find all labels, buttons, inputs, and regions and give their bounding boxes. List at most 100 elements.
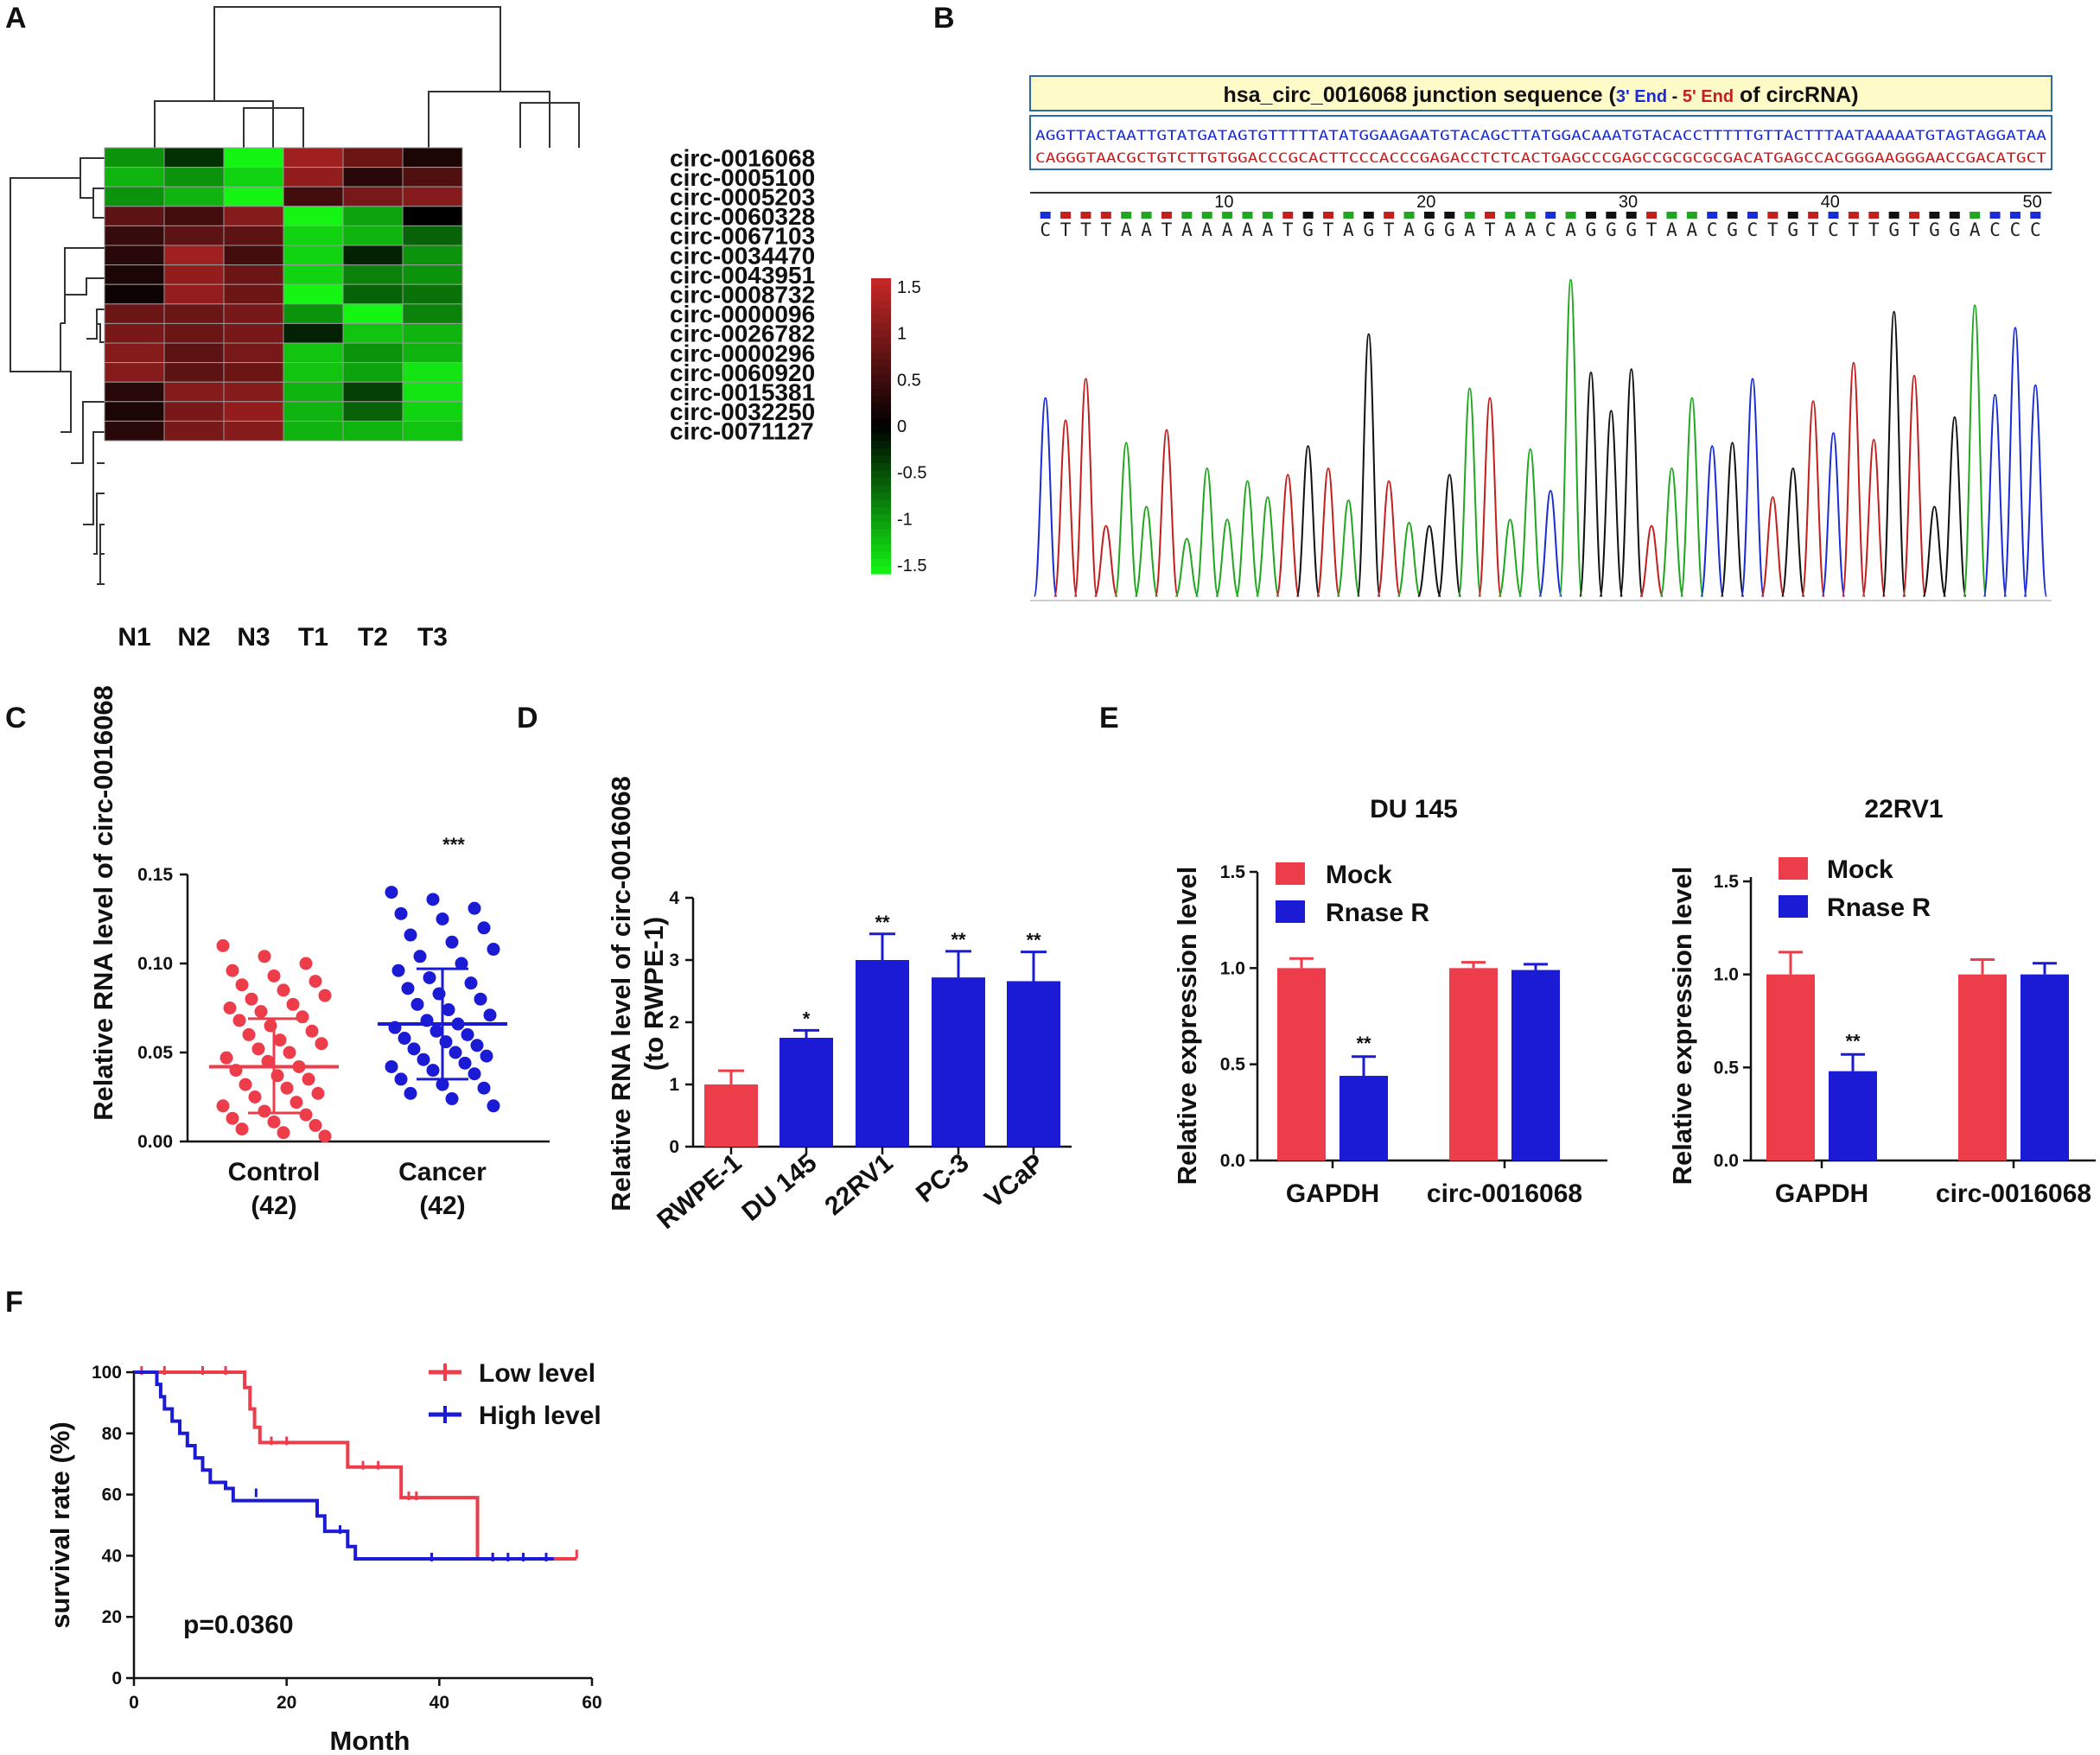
heatmap-cell: [104, 186, 165, 207]
base-call-letter: C: [1989, 219, 2001, 240]
color-scale-segment: [871, 374, 891, 383]
heatmap-cell: [163, 283, 225, 305]
base-call-letter: T: [1868, 219, 1880, 240]
c-data-point: [286, 997, 300, 1011]
heatmap-cell: [223, 420, 284, 442]
base-quality-marker: [1666, 212, 1677, 219]
heatmap-color-scale: 1.5 1 0.5 0 -0.5 -1 -1.5: [871, 278, 926, 575]
base-quality-marker: [1505, 212, 1516, 219]
bar-panel-du145: DU 145 Relative expression level 0.0 0.5 1…: [1172, 795, 1607, 1208]
base-quality-marker: [2030, 212, 2041, 219]
heatmap-cell: [283, 401, 344, 422]
color-scale-tick: -1.5: [897, 556, 926, 575]
trace-peak: [1114, 442, 1139, 597]
heatmap-column-label: T3: [417, 623, 448, 652]
d-bar: [856, 960, 909, 1147]
c-data-point: [248, 1091, 262, 1103]
c-data-point: [458, 1056, 472, 1070]
f-y-axis-label: survival rate (%): [45, 1421, 75, 1629]
c-data-point: [254, 1005, 268, 1019]
heatmap-row-label: circ-0000296: [670, 340, 815, 366]
heatmap-cell: [402, 147, 463, 169]
base-call-letter: T: [1909, 219, 1920, 240]
color-scale-segment: [871, 359, 891, 368]
c-y-axis-label: Relative RNA level of circ-0016068: [88, 685, 118, 1121]
heatmap-cell: [402, 225, 463, 246]
base-call-letter: G: [1626, 219, 1637, 240]
c-group-n-control: (42): [251, 1192, 296, 1220]
heatmap-column-label: N2: [177, 623, 210, 652]
c-data-point: [430, 1024, 443, 1038]
f-y-tick-label: 60: [102, 1485, 122, 1505]
trace-peak: [1073, 378, 1098, 597]
c-data-point: [445, 1092, 459, 1106]
trace-peak: [1134, 506, 1159, 597]
base-call-letter: G: [1586, 219, 1597, 240]
heatmap-cell: [223, 362, 284, 383]
trace-ruler-ticks: 10 20 30 40 50: [1214, 193, 2041, 212]
base-quality-marker: [1040, 212, 1051, 219]
heatmap-cell: [163, 167, 225, 188]
base-call-letter: C: [1040, 219, 1051, 240]
junction-title: hsa_circ_0016068 junction sequence (3' E…: [1223, 83, 1858, 107]
e-bar: [1340, 1076, 1388, 1160]
base-call-letter: T: [1485, 219, 1496, 240]
trace-peak: [1902, 374, 1927, 597]
base-quality-marker: [1626, 212, 1637, 219]
base-call-letter: G: [1949, 219, 1960, 240]
color-scale-segment: [871, 514, 891, 523]
heatmap-cell: [283, 342, 344, 364]
trace-peak: [1377, 480, 1402, 597]
color-scale-segment: [871, 448, 891, 456]
trace-peak: [1457, 387, 1482, 597]
base-quality-marker: [1242, 212, 1253, 219]
trace-peak: [1478, 397, 1503, 597]
panel-label-e: E: [1099, 702, 1119, 734]
e-y-tick-label: 0.0: [1714, 1151, 1739, 1171]
f-survival-curves: [134, 1366, 578, 1561]
base-quality-marker: [1545, 212, 1556, 219]
c-points: [209, 886, 507, 1143]
heatmap-cell: [342, 206, 404, 226]
heatmap-cell: [163, 225, 225, 246]
f-survival-curve: [134, 1370, 554, 1561]
heatmap-cell: [104, 322, 165, 344]
base-quality-marker: [1141, 212, 1152, 219]
base-quality-marker: [1323, 212, 1334, 219]
column-dendrogram: [154, 6, 580, 148]
f-x-tick-label: 40: [430, 1693, 449, 1713]
e1-y-axis-label: Relative expression level: [1172, 867, 1202, 1186]
c-data-point: [226, 963, 239, 977]
heatmap-cell: [402, 167, 463, 188]
d-category-label: VCaP: [979, 1148, 1049, 1214]
base-quality-marker: [1808, 212, 1819, 219]
base-quality-marker: [1606, 212, 1617, 219]
c-data-point: [477, 921, 491, 935]
d-category-label: RWPE-1: [652, 1148, 747, 1235]
junction-title-prefix: hsa_circ_0016068 junction sequence (: [1223, 83, 1616, 107]
d-category-label: DU 145: [736, 1148, 822, 1227]
d-category-label: PC-3: [911, 1148, 975, 1208]
heatmap-cell: [283, 264, 344, 285]
d-category-label: 22RV1: [819, 1148, 898, 1221]
color-scale-tick: 1.5: [897, 278, 921, 297]
chromatogram-trace: [1033, 278, 2048, 597]
base-call-letter: G: [1363, 219, 1374, 240]
base-quality-marker: [1929, 212, 1940, 219]
f-y-tick-label: 100: [92, 1363, 122, 1383]
c-group-label-cancer: Cancer: [398, 1158, 487, 1186]
trace-peak: [1760, 496, 1785, 597]
sequence-line-3end: AGGTTACTAATTGTATGATAGTGTTTTTATATGGAAGAAT…: [1035, 128, 2047, 143]
heatmap-cell: [163, 342, 225, 364]
e-bar: [1449, 968, 1498, 1160]
heatmap-cell: [402, 381, 463, 403]
d-y-tick-label: 2: [669, 1013, 679, 1033]
d-bar: [704, 1084, 758, 1147]
heatmap-cell: [223, 342, 284, 364]
base-call-letter: A: [1524, 219, 1536, 240]
trace-peak: [1215, 518, 1240, 597]
color-scale-tick: -0.5: [897, 464, 926, 483]
d-y-axis-label-2: (to RWPE-1): [639, 917, 669, 1071]
d-bar: [1007, 981, 1060, 1147]
e-bar: [2020, 974, 2069, 1160]
